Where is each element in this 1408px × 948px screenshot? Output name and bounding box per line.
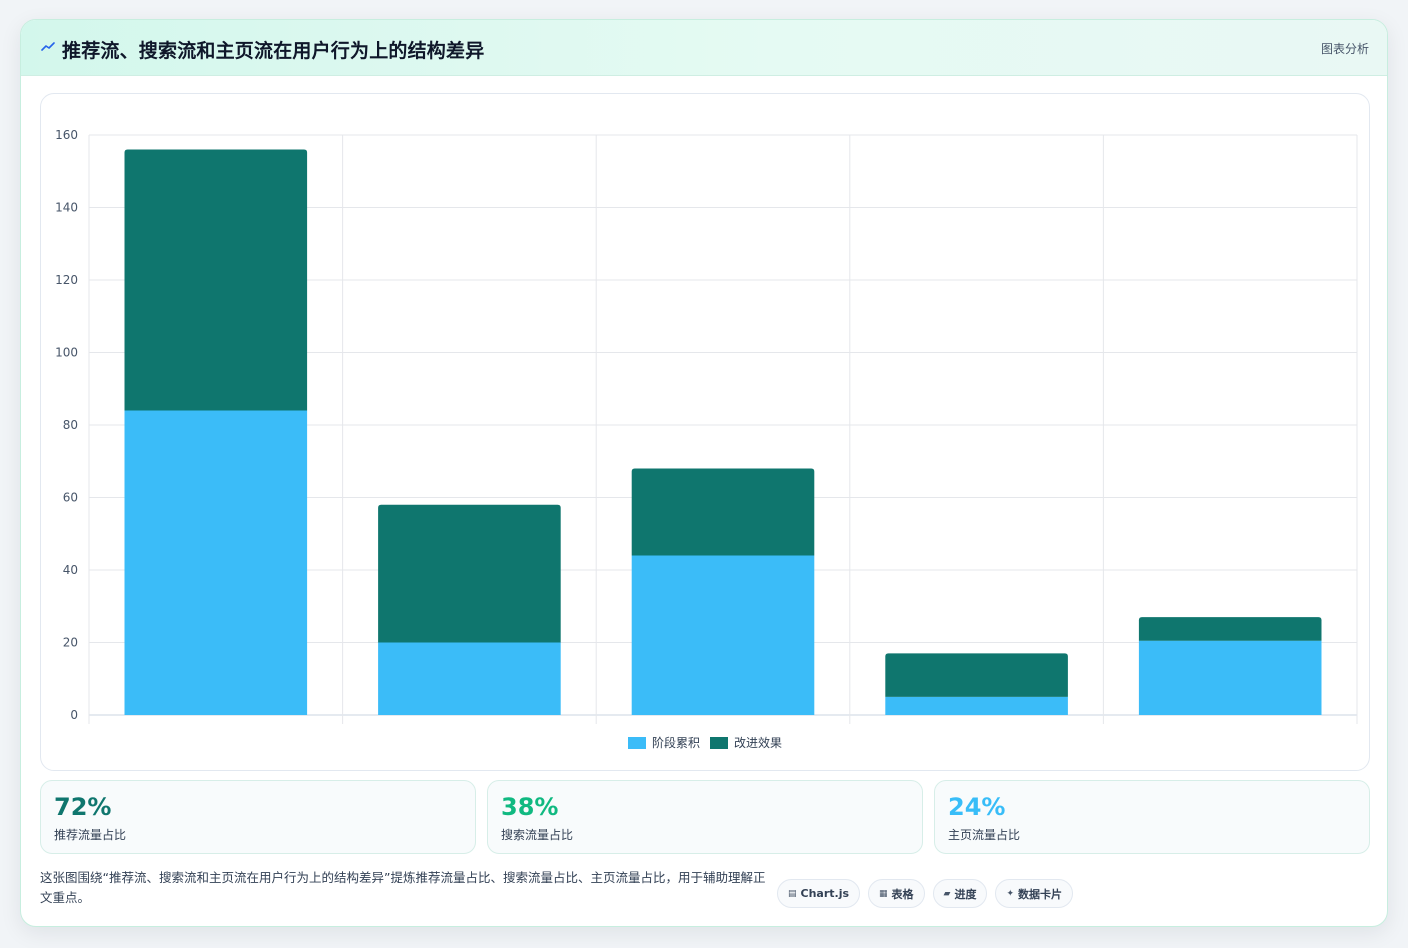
sparkle-icon: ✦ [1006, 888, 1015, 899]
chart-card: 推荐流、搜索流和主页流在用户行为上的结构差异 图表分析 0 20 40 60 80 100… [20, 19, 1388, 927]
y-tick-label: 20 [63, 636, 78, 650]
stat-label-homepage: 主页流量占比 [948, 828, 1021, 842]
y-tick-label: 60 [63, 491, 78, 505]
chip-label-progress: 进度 [954, 887, 977, 901]
bar-segment [1138, 640, 1322, 715]
y-tick-label: 120 [55, 273, 78, 287]
stat-card-homepage: 24% 主页流量占比 [934, 780, 1370, 854]
bar-segment [378, 642, 561, 715]
chip-progress[interactable]: ▰ 进度 [932, 879, 988, 908]
stat-value-recommend: 72% [54, 793, 112, 821]
chip-label-data-card: 数据卡片 [1018, 887, 1063, 901]
trend-line-icon [41, 42, 55, 51]
legend-label-improvement: 改进效果 [734, 736, 783, 750]
legend-swatch-stage [627, 736, 646, 749]
bar-segment [124, 149, 308, 411]
chip-chartjs[interactable]: ▤ Chart.js [777, 879, 861, 908]
stat-label-search: 搜索流量占比 [501, 828, 574, 842]
bar-segment [1138, 617, 1322, 641]
stat-value-homepage: 24% [948, 793, 1006, 821]
bar-segment [631, 468, 815, 556]
tool-chips: ▤ Chart.js ▦ 表格 ▰ 进度 ✦ 数据卡片 [777, 879, 1074, 908]
chip-data-card[interactable]: ✦ 数据卡片 [995, 879, 1074, 908]
y-tick-label: 80 [63, 418, 78, 432]
stacked-bar-chart: 020406080100120140160推荐流量占比搜索流量占比主页流量占比搜… [55, 128, 1358, 724]
legend-item-improvement[interactable]: 改进效果 [710, 734, 782, 751]
bar-segment [631, 555, 815, 715]
y-tick-label: 160 [55, 128, 78, 142]
chart-icon: ▤ [788, 888, 797, 899]
legend-label-stage: 阶段累积 [651, 736, 700, 750]
chart-panel: 020406080100120140160推荐流量占比搜索流量占比主页流量占比搜… [40, 93, 1370, 771]
stat-cards: 72% 推荐流量占比 38% 搜索流量占比 24% 主页流量占比 [40, 780, 1370, 854]
table-icon: ▦ [879, 888, 888, 899]
chart-description: 这张图围绕“推荐流、搜索流和主页流在用户行为上的结构差异”提炼推荐流量占比、搜索… [40, 870, 766, 905]
stat-card-search: 38% 搜索流量占比 [487, 780, 923, 854]
bar-segment [885, 696, 1068, 715]
bar-segment [885, 653, 1068, 697]
bar-segment [124, 410, 308, 715]
y-tick-label: 140 [55, 201, 78, 215]
progress-icon: ▰ [943, 888, 951, 899]
page-title: 推荐流、搜索流和主页流在用户行为上的结构差异 [62, 40, 485, 62]
y-tick-label: 40 [63, 563, 78, 577]
bar-segment [378, 504, 561, 643]
chart-analysis-tag: 图表分析 [1320, 42, 1369, 56]
legend-swatch-improvement [710, 736, 728, 749]
stat-value-search: 38% [501, 793, 559, 821]
y-tick-label: 0 [70, 708, 78, 722]
card-header: 推荐流、搜索流和主页流在用户行为上的结构差异 图表分析 [21, 20, 1387, 76]
chart-legend: 阶段累积 改进效果 [41, 734, 1369, 751]
legend-item-stage[interactable]: 阶段累积 [627, 734, 700, 751]
chip-table[interactable]: ▦ 表格 [868, 879, 925, 908]
chip-label-table: 表格 [891, 887, 914, 901]
stat-card-recommend: 72% 推荐流量占比 [40, 780, 476, 854]
y-tick-label: 100 [55, 346, 78, 360]
stat-label-recommend: 推荐流量占比 [54, 828, 127, 842]
chip-label-chartjs: Chart.js [800, 887, 850, 900]
